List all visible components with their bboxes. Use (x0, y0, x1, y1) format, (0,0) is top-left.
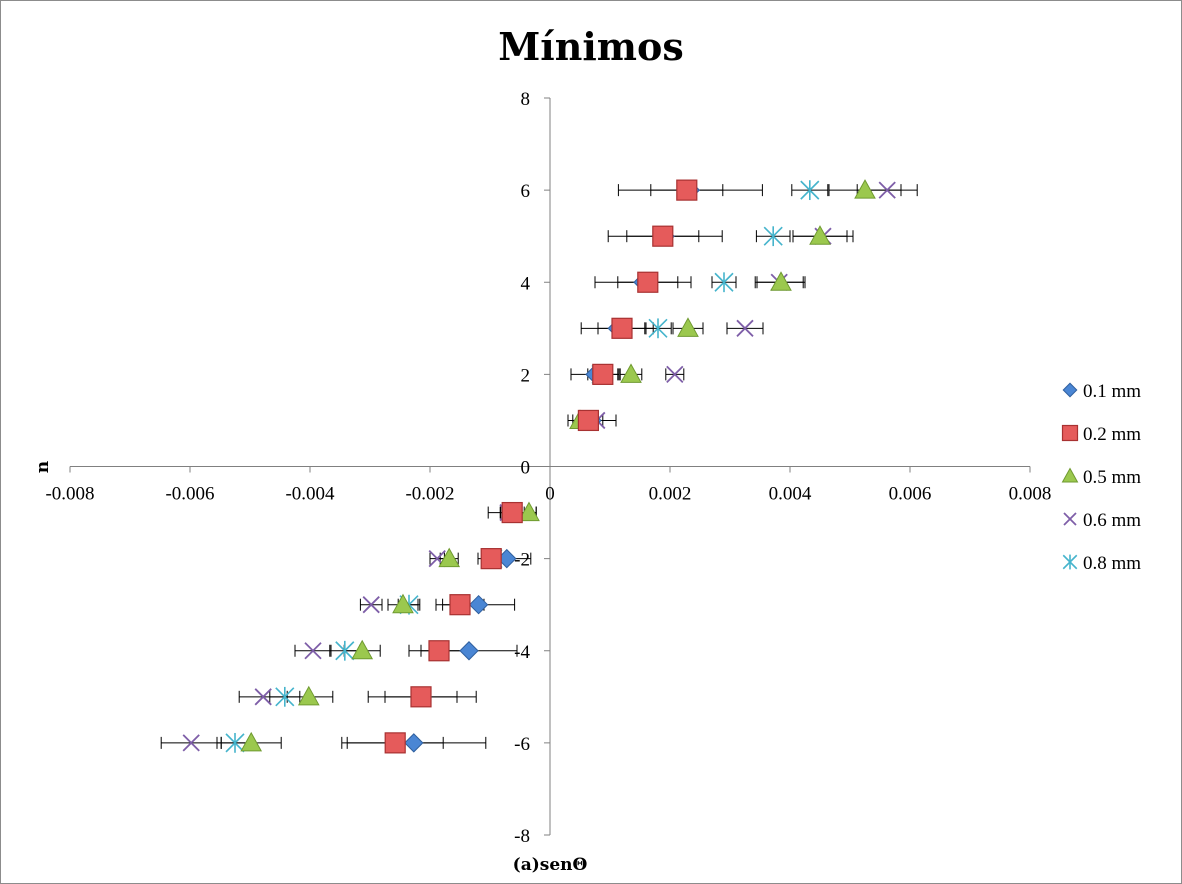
data-point (351, 639, 374, 660)
data-point (714, 272, 734, 293)
y-tick-label: -4 (514, 642, 530, 663)
legend-item: 0.2 mm (1061, 424, 1141, 445)
legend-marker (1061, 467, 1079, 483)
legend-label: 0.6 mm (1083, 510, 1141, 531)
y-tick-label: 8 (521, 89, 531, 110)
y-tick-label: -8 (514, 826, 530, 847)
data-markers (182, 179, 896, 754)
data-point (438, 547, 461, 568)
x-tick-label: 0.002 (649, 484, 692, 505)
legend-label: 0.8 mm (1083, 553, 1141, 574)
chart-title: Mínimos (498, 24, 684, 69)
y-tick-label: 6 (521, 181, 531, 202)
x-axis-label: (a)senΘ (513, 855, 588, 875)
x-tick-label: -0.006 (165, 484, 214, 505)
data-point (577, 409, 600, 432)
data-point (410, 686, 432, 708)
data-point (620, 363, 642, 383)
data-point (676, 179, 698, 201)
data-point (878, 181, 896, 199)
x-tick-label: -0.004 (285, 484, 335, 505)
x-tick-label: 0 (545, 484, 555, 505)
legend-item: 0.6 mm (1063, 510, 1141, 531)
y-tick-label: 0 (521, 458, 531, 479)
data-point (652, 225, 674, 247)
data-point (225, 732, 245, 753)
data-point (254, 688, 272, 706)
data-point (404, 733, 424, 753)
data-point (480, 548, 502, 570)
data-point (611, 317, 633, 339)
data-point (297, 685, 320, 706)
data-point (666, 365, 684, 384)
y-axis-label: n (33, 461, 53, 473)
y-tick-label: -2 (514, 550, 530, 571)
data-point (501, 501, 523, 524)
data-point (468, 594, 489, 615)
y-tick-label: 2 (521, 365, 531, 386)
data-point (637, 271, 659, 293)
legend-item: 0.8 mm (1062, 553, 1141, 574)
data-point (770, 271, 792, 291)
data-point (240, 731, 263, 752)
legend-item: 0.1 mm (1062, 381, 1141, 402)
data-point (518, 501, 540, 522)
data-point (736, 319, 754, 337)
legend-marker (1063, 512, 1077, 526)
x-tick-label: 0.006 (889, 484, 932, 505)
legend-label: 0.2 mm (1083, 424, 1141, 445)
data-point (809, 225, 831, 245)
axes: -0.008 -0.006 -0.004 -0.002 0 0.002 0.004 0.006… (45, 89, 1051, 847)
data-point (304, 642, 322, 660)
data-point (592, 363, 614, 385)
data-point (428, 640, 450, 662)
x-tick-label: 0.008 (1009, 484, 1052, 505)
data-point (182, 734, 200, 752)
data-point (362, 596, 380, 614)
legend: 0.1 mm 0.2 mm 0.5 mm 0.6 mm 0.8 mm (1061, 381, 1141, 574)
x-tick-label: -0.002 (405, 484, 454, 505)
data-point (392, 593, 414, 614)
legend-label: 0.1 mm (1083, 381, 1141, 402)
data-point (648, 318, 668, 339)
data-point (800, 180, 820, 201)
legend-item: 0.5 mm (1061, 467, 1141, 488)
y-tick-label: -6 (514, 734, 530, 755)
data-point (449, 594, 471, 616)
legend-label: 0.5 mm (1083, 467, 1141, 488)
data-point (384, 732, 406, 754)
data-point (677, 317, 699, 337)
data-point (275, 686, 295, 707)
x-tick-label: -0.008 (45, 484, 94, 505)
x-tick-label: 0.004 (769, 484, 812, 505)
data-point (459, 641, 479, 661)
data-point (854, 179, 876, 199)
data-point (763, 226, 783, 247)
data-point (335, 640, 355, 661)
legend-marker (1062, 554, 1078, 570)
y-tick-label: 4 (521, 273, 531, 294)
legend-marker (1062, 382, 1078, 398)
legend-marker (1061, 424, 1079, 442)
